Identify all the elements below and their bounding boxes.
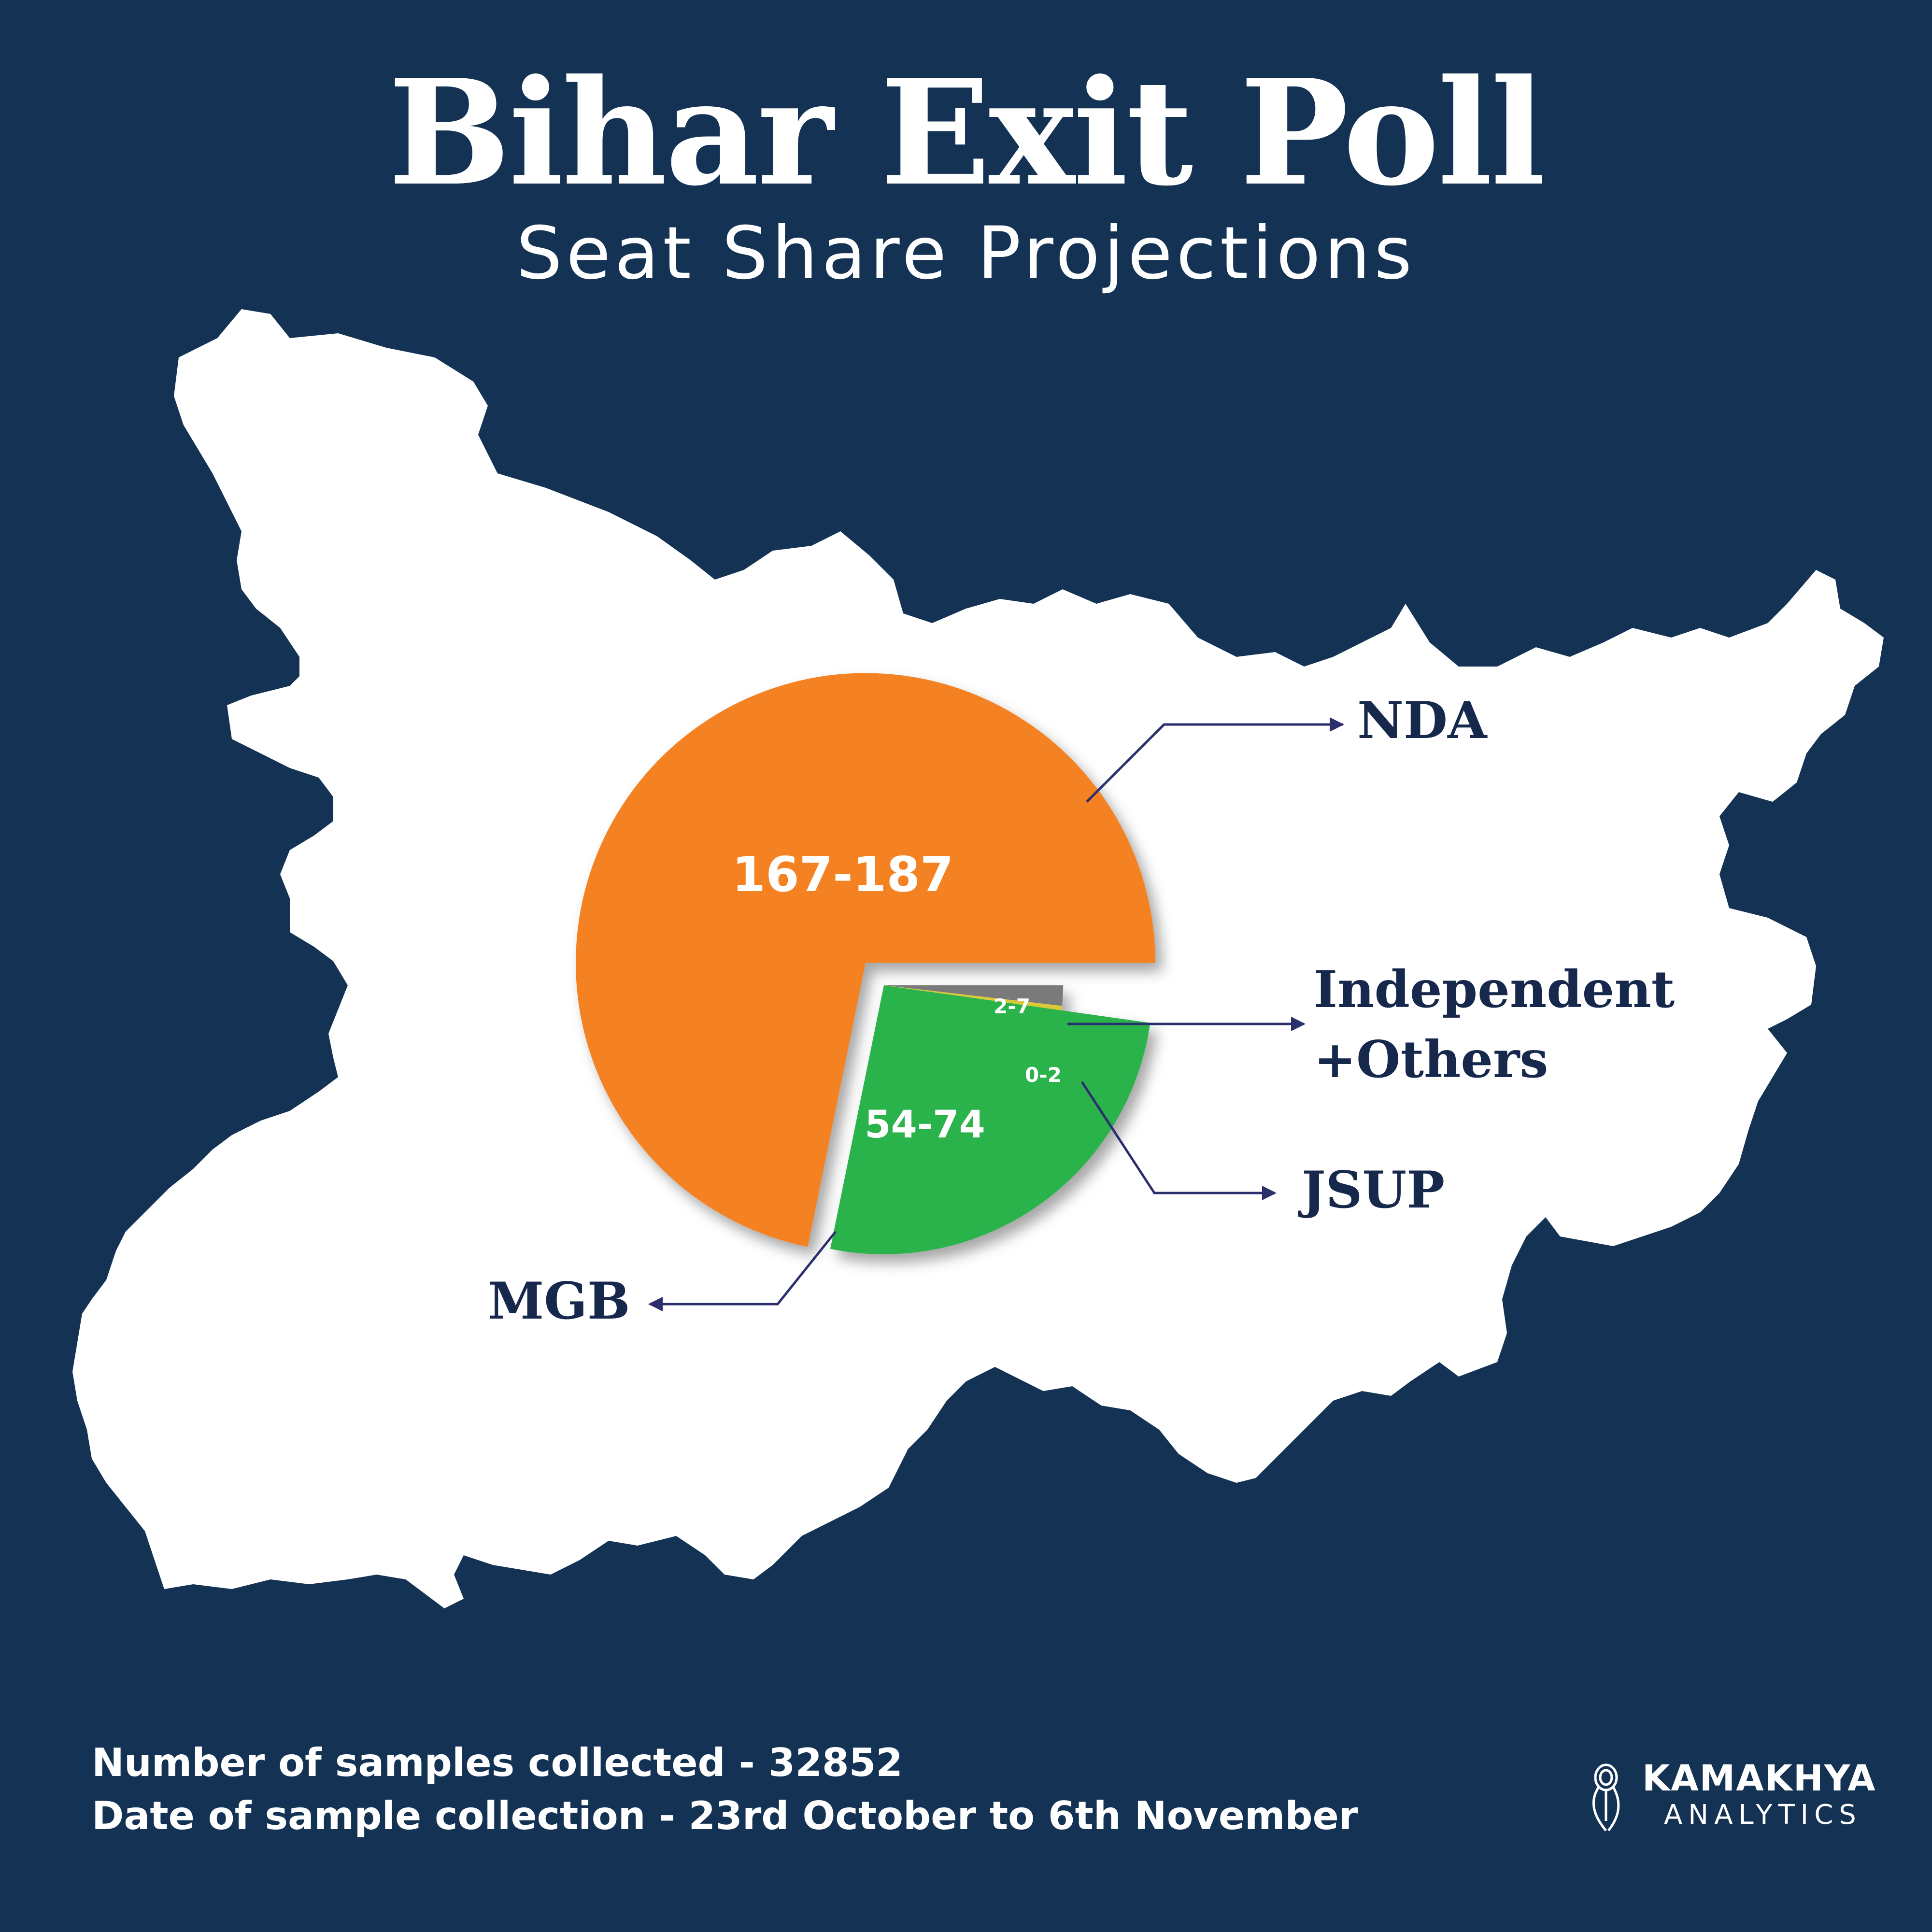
jsup-value-label: 0-2	[1025, 1063, 1062, 1087]
pie-slice-independent-others	[884, 985, 1064, 1006]
seat-share-pie	[576, 673, 1156, 1254]
page-title: Bihar Exit Poll	[388, 47, 1546, 218]
jsup-leader-line	[1080, 1081, 1277, 1200]
callout-labels: NDA Independent +Others JSUP MGB	[488, 690, 1675, 1331]
samples-collected-note: Number of samples collected - 32852	[92, 1740, 903, 1785]
brand-name: KAMAKHYA	[1642, 1758, 1876, 1799]
callout-jsup: JSUP	[1298, 1160, 1445, 1220]
mgb-leader-line	[648, 1231, 837, 1311]
leader-lines	[648, 717, 1344, 1311]
kamakhya-analytics-logo: KAMAKHYA ANALYTICS	[1579, 1758, 1875, 1835]
nda-value-label: 167-187	[732, 846, 954, 903]
callout-nda: NDA	[1357, 690, 1488, 750]
mgb-value-label: 54-74	[865, 1103, 985, 1147]
nda-leader-line	[1086, 717, 1344, 803]
pie-slice-mgb	[830, 985, 1151, 1254]
page-subtitle: Seat Share Projections	[516, 212, 1416, 296]
pie-slice-jsup	[884, 985, 1062, 1010]
callout-others-line2: +Others	[1314, 1029, 1548, 1089]
callout-others-line1: Independent	[1314, 959, 1675, 1019]
pie-slice-nda	[576, 673, 1156, 1247]
kamakhya-logo-icon	[1592, 1763, 1620, 1832]
collection-date-note: Date of sample collection - 23rd October…	[92, 1793, 1358, 1838]
callout-mgb: MGB	[488, 1271, 630, 1331]
others-value-label: 2-7	[994, 994, 1030, 1018]
brand-tagline: ANALYTICS	[1664, 1799, 1862, 1831]
slice-value-labels: 167-187 54-74 0-2 2-7	[732, 846, 1062, 1147]
